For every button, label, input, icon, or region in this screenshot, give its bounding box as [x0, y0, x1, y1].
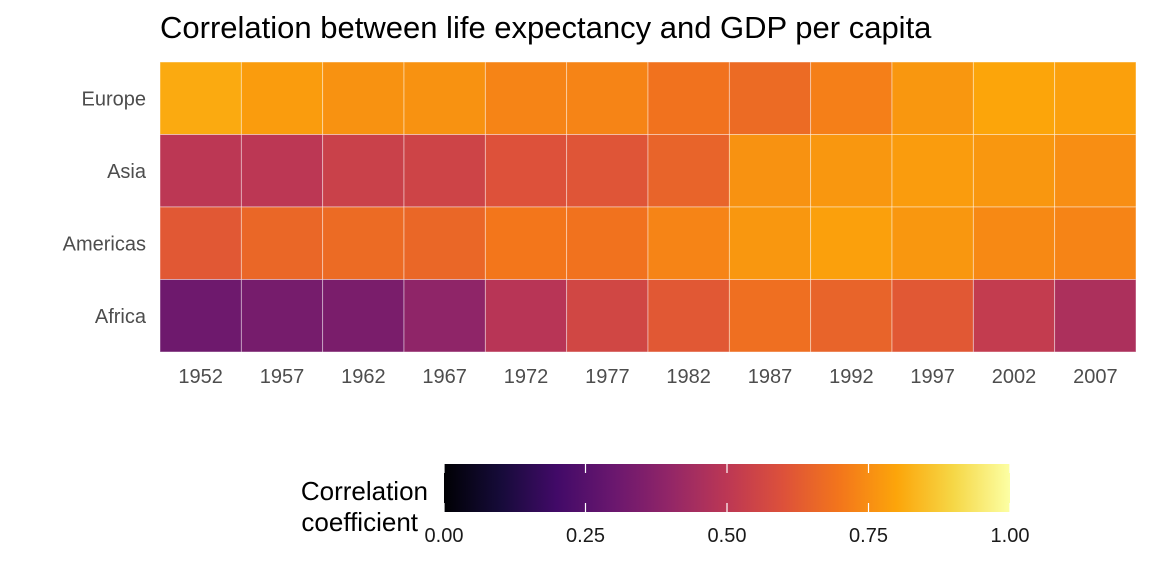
heatmap-cell-europe-1987: [728, 61, 812, 135]
heatmap-cell-americas-1957: [240, 206, 324, 280]
heatmap-cell-americas-1967: [403, 206, 486, 280]
heatmap-cell-asia-1982: [647, 134, 730, 208]
heatmap-cell-americas-1962: [322, 206, 405, 280]
heatmap-cell-americas-1987: [728, 206, 812, 280]
legend-title-line2: coefficient: [301, 507, 418, 537]
heatmap-cell-africa-1997: [891, 279, 974, 353]
x-tick-label: 1962: [341, 366, 386, 388]
x-tick-label: 1967: [422, 366, 467, 388]
heatmap-cell-americas-1952: [159, 206, 242, 280]
heatmap-cell-europe-1992: [810, 61, 893, 135]
heatmap-cell-americas-2007: [1054, 206, 1137, 280]
color-legend: 0.00 0.25 0.50 0.75 1.00 Correlation coeffic…: [301, 464, 1030, 547]
x-tick-label: 1992: [829, 366, 874, 388]
heatmap-cell-americas-2002: [972, 206, 1056, 280]
legend-tick-label: 0.50: [708, 525, 747, 547]
heatmap-cell-asia-1957: [240, 134, 324, 208]
legend-tick-label: 0.25: [566, 525, 605, 547]
x-tick-label: 1977: [585, 366, 630, 388]
heatmap-cell-americas-1982: [647, 206, 730, 280]
heatmap-cell-africa-1982: [647, 279, 730, 353]
x-tick-label: 2007: [1073, 366, 1118, 388]
legend-tick-label: 0.75: [849, 525, 888, 547]
y-tick-label: Asia: [107, 161, 147, 183]
heatmap-cell-asia-1997: [891, 134, 974, 208]
heatmap-cell-africa-1992: [810, 279, 893, 353]
heatmap-cell-asia-2002: [972, 134, 1056, 208]
heatmap-cell-africa-1967: [403, 279, 486, 353]
heatmap-cell-americas-1972: [484, 206, 568, 280]
legend-title-line1: Correlation: [301, 476, 428, 506]
heatmap-cell-africa-2007: [1054, 279, 1137, 353]
heatmap-cell-asia-1962: [322, 134, 405, 208]
y-axis-labels: Europe Asia Americas Africa: [63, 88, 147, 328]
heatmap-cell-europe-1982: [647, 61, 730, 135]
y-tick-label: Americas: [63, 233, 146, 255]
x-tick-label: 2002: [992, 366, 1037, 388]
heatmap-cell-asia-1952: [159, 134, 242, 208]
heatmap-cell-asia-1992: [810, 134, 893, 208]
heatmap-cell-europe-1972: [484, 61, 568, 135]
heatmap-cell-americas-1997: [891, 206, 974, 280]
x-axis-labels: 1952 1957 1962 1967 1972 1977 1982 1987 1992 1997…: [178, 366, 1117, 388]
heatmap-cell-asia-1977: [566, 134, 649, 208]
heatmap-cell-europe-2007: [1054, 61, 1137, 135]
heatmap-cell-africa-1977: [566, 279, 649, 353]
heatmap-cell-africa-1987: [728, 279, 812, 353]
heatmap-cell-europe-1957: [240, 61, 324, 135]
x-tick-label: 1972: [504, 366, 549, 388]
heatmap-cells: [159, 61, 1137, 353]
heatmap-cell-europe-1962: [322, 61, 405, 135]
heatmap-cell-asia-1972: [484, 134, 568, 208]
x-tick-label: 1987: [748, 366, 793, 388]
heatmap-cell-europe-1977: [566, 61, 649, 135]
x-tick-label: 1952: [178, 366, 223, 388]
y-tick-label: Europe: [82, 88, 147, 110]
heatmap-cell-africa-2002: [972, 279, 1056, 353]
heatmap-cell-africa-1972: [484, 279, 568, 353]
x-tick-label: 1957: [260, 366, 305, 388]
heatmap-cell-africa-1957: [240, 279, 324, 353]
heatmap-cell-africa-1952: [159, 279, 242, 353]
y-tick-label: Africa: [95, 306, 147, 328]
heatmap-cell-europe-1997: [891, 61, 974, 135]
heatmap-cell-asia-1987: [728, 134, 812, 208]
heatmap-cell-europe-1967: [403, 61, 486, 135]
heatmap-cell-europe-2002: [972, 61, 1056, 135]
heatmap-cell-asia-2007: [1054, 134, 1137, 208]
heatmap-cell-asia-1967: [403, 134, 486, 208]
legend-tick-label: 1.00: [991, 525, 1030, 547]
heatmap-cell-europe-1952: [159, 61, 242, 135]
legend-tick-label: 0.00: [425, 525, 464, 547]
heatmap-cell-africa-1962: [322, 279, 405, 353]
heatmap-cell-americas-1992: [810, 206, 893, 280]
heatmap-cell-americas-1977: [566, 206, 649, 280]
x-tick-label: 1997: [910, 366, 955, 388]
x-tick-label: 1982: [666, 366, 711, 388]
chart-title: Correlation between life expectancy and …: [160, 10, 932, 45]
